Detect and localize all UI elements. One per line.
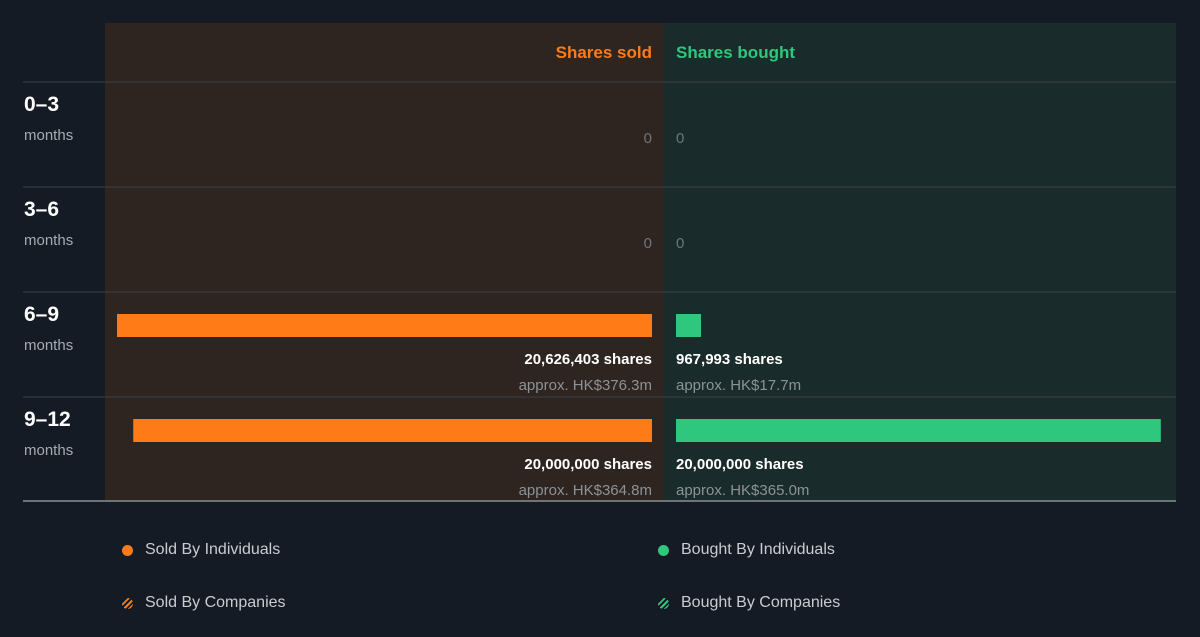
row-unit-label: months [24, 442, 73, 459]
row-unit-label: months [24, 232, 73, 249]
bought-shares-label: 20,000,000 shares [676, 456, 804, 473]
sold-value-label: approx. HK$364.8m [519, 482, 652, 499]
row-range-label: 0–3 [24, 93, 59, 116]
row-unit-label: months [24, 337, 73, 354]
sold-header: Shares sold [556, 43, 652, 62]
bought-zero-label: 0 [676, 130, 684, 147]
bought-header: Shares bought [676, 43, 795, 62]
sold-zero-label: 0 [644, 235, 652, 252]
bought-value-label: approx. HK$17.7m [676, 377, 801, 394]
legend-sold-individuals[interactable]: Sold By Individuals [122, 541, 280, 559]
bought-bar [676, 314, 701, 337]
bought-shares-label: 967,993 shares [676, 351, 783, 368]
bought-bar [676, 419, 1161, 442]
sold-shares-label: 20,626,403 shares [524, 351, 652, 368]
legend-dot-icon [658, 544, 669, 556]
row-unit-label: months [24, 127, 73, 144]
legend-sold-companies[interactable]: Sold By Companies [122, 594, 286, 612]
bought-value-label: approx. HK$365.0m [676, 482, 809, 499]
sold-bar [117, 314, 652, 337]
sold-value-label: approx. HK$376.3m [519, 377, 652, 394]
legend-label: Bought By Companies [681, 594, 841, 611]
legend-dot-icon [122, 544, 133, 556]
legend-label: Sold By Individuals [145, 541, 281, 558]
legend-bought-companies[interactable]: Bought By Companies [658, 594, 840, 612]
row-range-label: 3–6 [24, 198, 59, 221]
legend-label: Sold By Companies [145, 594, 286, 611]
bought-zero-label: 0 [676, 235, 684, 252]
sold-shares-label: 20,000,000 shares [524, 456, 652, 473]
legend-label: Bought By Individuals [681, 541, 835, 558]
sold-zero-label: 0 [644, 130, 652, 147]
row-range-label: 9–12 [24, 408, 71, 431]
row-range-label: 6–9 [24, 303, 59, 326]
legend-hatch-icon [122, 597, 133, 609]
sold-bar [133, 419, 652, 442]
legend-hatch-icon [658, 597, 669, 609]
legend-bought-individuals[interactable]: Bought By Individuals [658, 541, 835, 559]
